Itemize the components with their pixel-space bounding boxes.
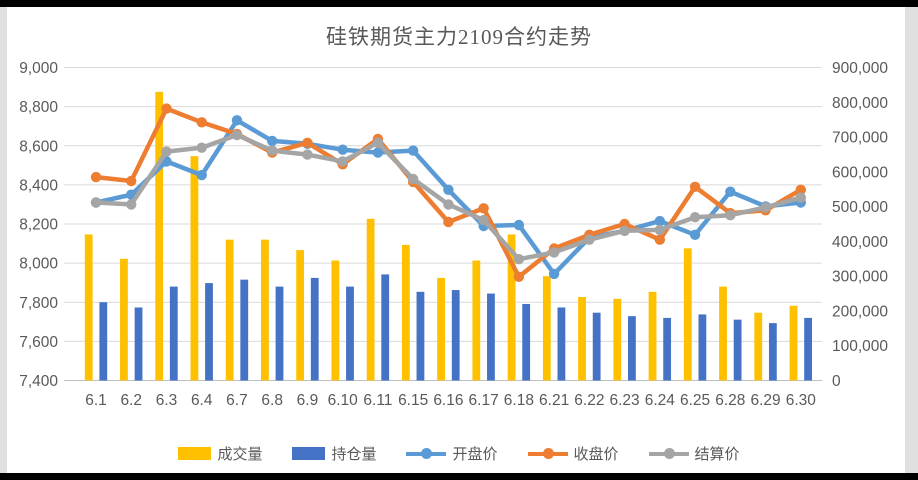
chart-title: 硅铁期货主力2109合约走势 [326,25,592,49]
legend-item-volume: 成交量 [178,443,262,464]
legend-line-marker-icon [406,447,447,460]
x-axis-tick: 6.10 [328,392,359,409]
x-axis-tick: 6.4 [191,392,213,409]
x-axis-tick: 6.15 [398,392,428,409]
x-axis-tick: 6.16 [433,392,463,409]
x-axis-tick: 6.22 [574,392,604,409]
bottom-black-bar [0,473,918,480]
series-volume-bars [84,91,798,381]
right-axis-tick: 400,000 [832,234,888,251]
left-axis-tick: 8,800 [19,99,58,116]
legend-label: 持仓量 [331,446,377,463]
x-axis-tick: 6.17 [469,392,499,409]
legend-bar-swatch-icon [178,447,212,460]
right-axis-tick: 300,000 [832,269,888,286]
left-axis-tick: 8,600 [19,138,58,155]
right-axis-tick: 600,000 [832,164,888,181]
chart-legend: 成交量 持仓量 开盘价 收盘价 结算价 [0,443,918,464]
x-axis-tick: 6.25 [680,392,710,409]
left-axis-tick: 7,400 [19,373,58,390]
legend-label: 结算价 [694,446,740,463]
left-axis-tick: 8,400 [19,177,58,194]
right-axis-tick: 900,000 [832,60,888,77]
right-axis-tick: 800,000 [832,95,888,112]
right-axis-tick: 500,000 [832,199,888,216]
left-axis-tick: 7,800 [19,295,58,312]
legend-label: 开盘价 [452,446,498,463]
legend-line-marker-icon [527,447,568,460]
right-axis-tick: 100,000 [832,338,888,355]
legend-item-open-price: 开盘价 [406,443,498,464]
legend-item-open-interest: 持仓量 [292,443,376,464]
legend-item-settle-price: 结算价 [648,443,740,464]
right-axis-tick: 200,000 [832,303,888,320]
x-axis-tick: 6.2 [120,392,142,409]
top-black-bar [0,0,918,7]
x-axis-tick: 6.28 [715,392,745,409]
x-axis-tick: 6.18 [504,392,534,409]
left-axis-tick: 8,000 [19,256,58,273]
right-axis-tick: 700,000 [832,130,888,147]
x-axis-tick: 6.3 [156,392,178,409]
legend-bar-swatch-icon [292,447,326,460]
legend-line-marker-icon [648,447,689,460]
legend-label: 成交量 [217,446,263,463]
series-settle-price-line [90,129,806,265]
x-axis-tick: 6.9 [297,392,319,409]
x-axis-tick: 6.21 [539,392,569,409]
left-axis-tick: 7,600 [19,334,58,351]
left-axis-tick: 9,000 [19,60,58,77]
legend-item-close-price: 收盘价 [527,443,619,464]
right-axis-tick: 0 [832,373,841,390]
x-axis-tick: 6.8 [261,392,283,409]
x-axis-tick: 6.29 [750,392,780,409]
x-axis-tick: 6.23 [610,392,640,409]
x-axis-tick: 6.11 [363,392,392,409]
left-axis-tick: 8,200 [19,217,58,234]
series-open-interest-bars [99,274,812,381]
x-axis-tick: 6.24 [645,392,676,409]
x-axis-tick: 6.7 [226,392,248,409]
legend-label: 收盘价 [573,446,619,463]
x-axis-tick: 6.30 [786,392,817,409]
x-axis-tick: 6.1 [85,392,107,409]
